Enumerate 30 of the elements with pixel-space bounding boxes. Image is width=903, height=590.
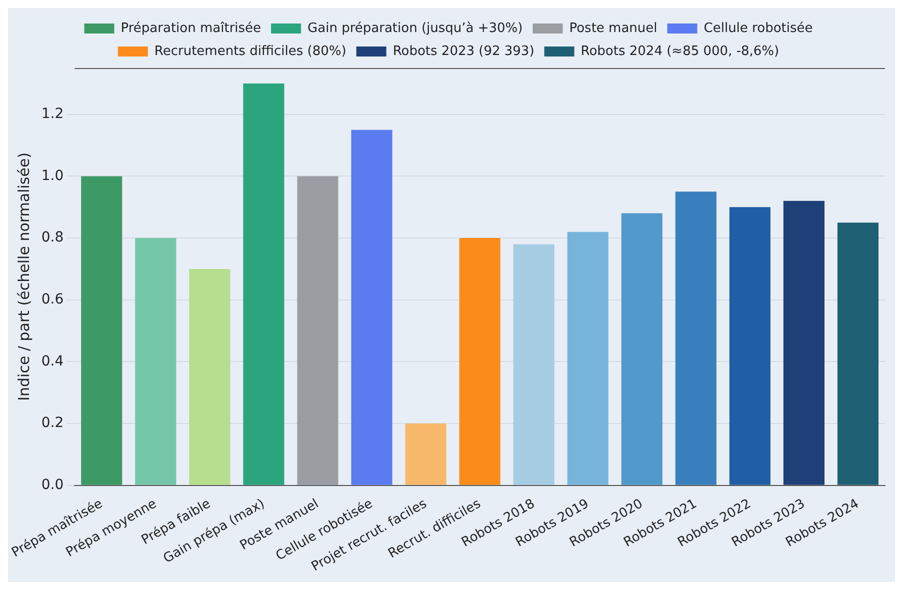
bar [243, 83, 284, 485]
y-tick-label: 0.2 [41, 415, 64, 432]
bar [81, 176, 122, 485]
y-tick-label: 0.4 [41, 353, 64, 370]
legend-label: Préparation maîtrisée [120, 20, 262, 36]
legend-label: Robots 2024 (≈85 000, -8,6%) [580, 44, 780, 59]
bar [567, 232, 608, 485]
y-tick-label: 1.0 [41, 168, 64, 184]
bar [675, 192, 716, 485]
bar [135, 238, 176, 485]
bar [783, 200, 824, 485]
bar [405, 424, 446, 485]
bar [621, 213, 662, 485]
bar [837, 222, 879, 485]
bar [729, 207, 770, 485]
bar [513, 244, 554, 485]
y-axis-title: Indice / part (échelle normalisée) [15, 152, 34, 401]
y-tick-label: 0.6 [41, 291, 64, 308]
legend-label: Recrutements difficiles (80%) [154, 44, 346, 59]
y-tick-label: 1.2 [41, 106, 64, 122]
bar [297, 176, 338, 485]
bar [351, 130, 392, 485]
legend-label: Cellule robotisée [704, 20, 813, 36]
y-tick-label: 0.8 [41, 230, 64, 246]
y-tick-label: 0.0 [41, 476, 64, 493]
bar [459, 238, 500, 485]
legend-label: Poste manuel [569, 20, 658, 36]
legend-label: Gain préparation (jusqu’à +30%) [308, 20, 523, 36]
legend-label: Robots 2023 (92 393) [392, 44, 534, 59]
bar [189, 268, 230, 485]
